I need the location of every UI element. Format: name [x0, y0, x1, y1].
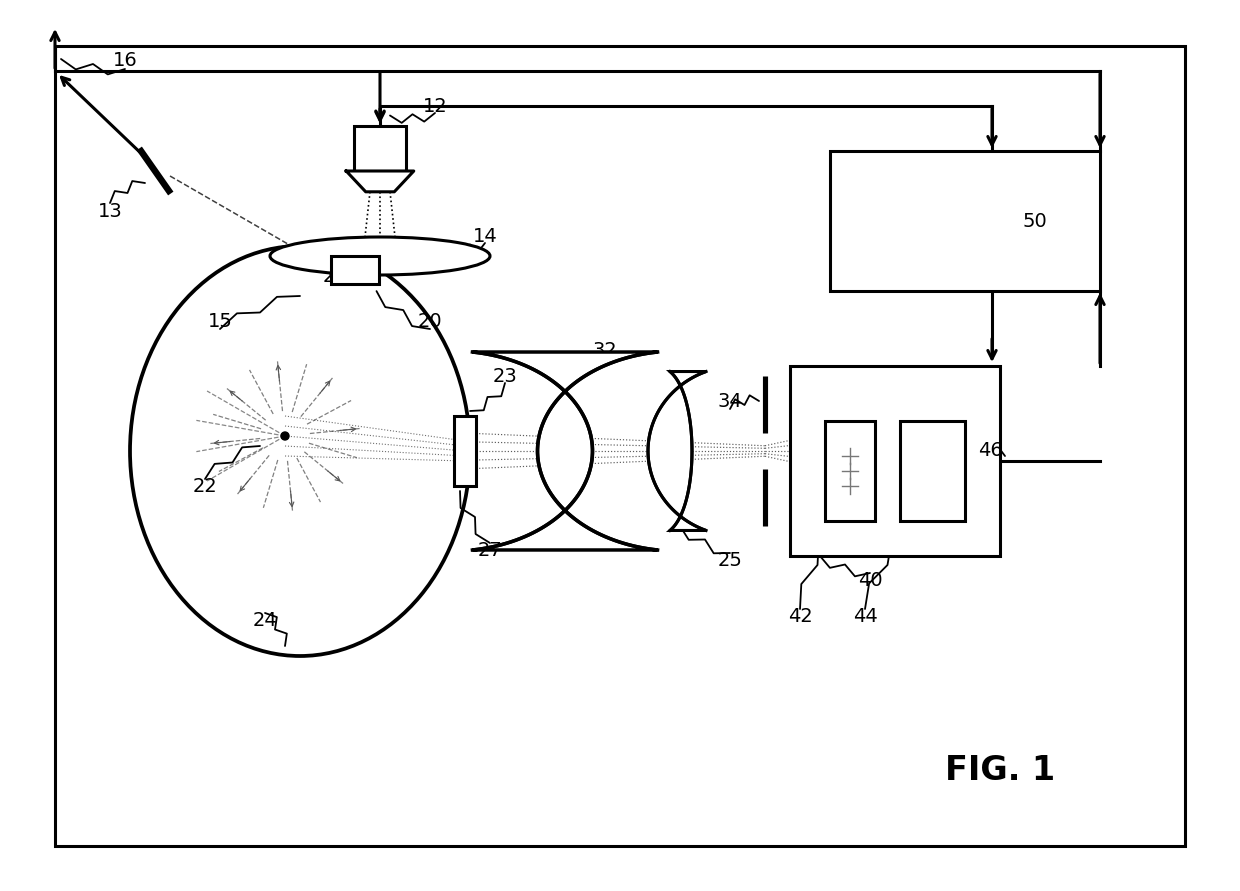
Text: 13: 13 — [98, 201, 123, 220]
Text: 25: 25 — [718, 552, 743, 570]
Text: FIG. 1: FIG. 1 — [945, 755, 1055, 788]
Text: 40: 40 — [858, 571, 883, 591]
Polygon shape — [472, 352, 657, 550]
Text: 24: 24 — [253, 611, 278, 631]
Ellipse shape — [130, 246, 470, 656]
Text: 32: 32 — [593, 341, 618, 361]
FancyBboxPatch shape — [825, 421, 875, 521]
Text: 34: 34 — [718, 391, 743, 411]
Text: 16: 16 — [113, 52, 138, 70]
Bar — [55, 46, 1185, 846]
FancyBboxPatch shape — [830, 151, 1100, 291]
Text: 23: 23 — [492, 366, 517, 386]
Text: 12: 12 — [423, 96, 448, 116]
Text: 27: 27 — [477, 542, 502, 560]
FancyBboxPatch shape — [454, 416, 476, 486]
Polygon shape — [346, 171, 414, 192]
Text: 14: 14 — [472, 226, 497, 246]
Text: 21: 21 — [322, 266, 347, 285]
Text: 50: 50 — [1023, 211, 1048, 231]
Text: 44: 44 — [853, 607, 878, 625]
Ellipse shape — [270, 237, 490, 275]
Text: 22: 22 — [192, 477, 217, 495]
FancyBboxPatch shape — [353, 126, 405, 171]
FancyBboxPatch shape — [790, 366, 999, 556]
Text: 46: 46 — [977, 442, 1002, 461]
Circle shape — [281, 432, 289, 440]
Polygon shape — [649, 372, 706, 530]
Text: 15: 15 — [207, 312, 232, 331]
Text: 20: 20 — [418, 312, 443, 331]
FancyBboxPatch shape — [331, 256, 379, 284]
FancyBboxPatch shape — [900, 421, 965, 521]
Text: 42: 42 — [787, 607, 812, 625]
